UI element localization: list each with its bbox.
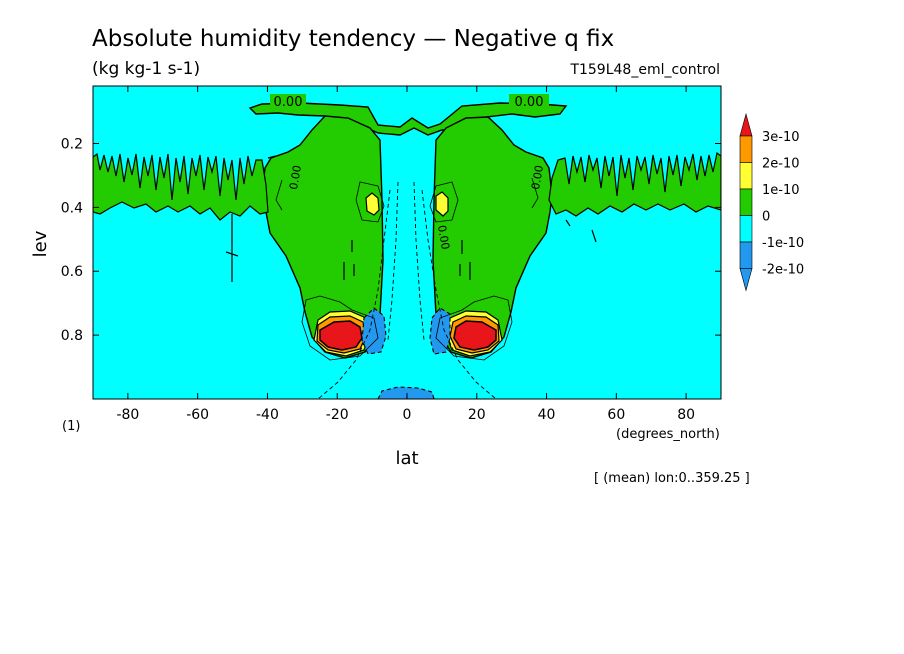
x-tick-label: 20	[468, 407, 486, 423]
colorbar-segment	[739, 188, 753, 216]
green-region-north	[432, 116, 553, 359]
colorbar-arrow-top	[739, 112, 753, 137]
field-background	[93, 86, 721, 399]
contour-label: 0.00	[274, 95, 303, 110]
y-axis: 0.2 0.4 0.6 0.8	[61, 136, 721, 344]
colorbar: 3e-10 2e-10 1e-10 0 -1e-10 -2e-10	[739, 112, 804, 292]
x-tick-label: 60	[607, 407, 625, 423]
x-units-label: (degrees_north)	[616, 427, 720, 442]
x-axis-label: lat	[395, 448, 418, 469]
x-tick-label: 80	[677, 407, 695, 423]
colorbar-segment	[739, 241, 753, 269]
yellow-spot-south	[365, 192, 380, 216]
red-core-south	[319, 320, 363, 351]
chart-title: Absolute humidity tendency — Negative q …	[92, 26, 614, 52]
red-core-north	[453, 320, 497, 351]
x-tick-label: -80	[116, 407, 139, 423]
positive-contours	[275, 177, 539, 361]
green-ragged-band-south	[93, 152, 269, 221]
negative-contours	[317, 181, 497, 399]
chart-units: (kg kg-1 s-1)	[92, 59, 200, 79]
y-tick-label: 0.4	[61, 200, 83, 216]
x-tick-label: -40	[256, 407, 279, 423]
blue-patch-south	[361, 307, 387, 355]
y-tick-label: 0.8	[61, 328, 83, 344]
y-units-label: (1)	[62, 419, 80, 434]
contour-labels: 0.00 0.00 0.00 0.00 0.00	[270, 94, 549, 251]
yellow-spot-north	[435, 191, 449, 217]
contour-label: 0.00	[529, 164, 546, 190]
x-tick-label: 0	[403, 407, 412, 423]
colorbar-segment	[739, 162, 753, 190]
colorbar-arrow-bottom	[739, 268, 753, 292]
experiment-label: T159L48_eml_control	[569, 62, 720, 78]
scattered-contours	[225, 155, 597, 282]
plot-area: 0.00 0.00 0.00 0.00 0.00	[93, 86, 721, 399]
colorbar-label: -1e-10	[762, 236, 804, 251]
contour-label: 0.00	[287, 164, 304, 190]
colorbar-segment	[739, 135, 753, 163]
colorbar-label: 3e-10	[762, 130, 800, 145]
x-tick-label: 40	[538, 407, 556, 423]
colorbar-label: 2e-10	[762, 157, 800, 172]
contour-label: 0.00	[435, 224, 452, 250]
y-tick-label: 0.6	[61, 264, 83, 280]
x-tick-label: -60	[186, 407, 209, 423]
colorbar-label: -2e-10	[762, 263, 804, 278]
y-tick-label: 0.2	[61, 136, 83, 152]
x-axis: -80 -60 -40 -20 0 20 40 60 80	[116, 86, 695, 423]
colorbar-label: 0	[762, 210, 770, 225]
green-ragged-band-north	[548, 151, 721, 217]
colorbar-label: 1e-10	[762, 183, 800, 198]
x-tick-label: -20	[326, 407, 349, 423]
footnote: [ (mean) lon:0..359.25 ]	[594, 471, 750, 486]
blue-patch-surface	[377, 386, 435, 399]
colorbar-segment	[739, 215, 753, 243]
y-axis-label: lev	[30, 230, 51, 257]
blue-patch-north	[429, 307, 451, 355]
contour-label: 0.00	[515, 95, 544, 110]
